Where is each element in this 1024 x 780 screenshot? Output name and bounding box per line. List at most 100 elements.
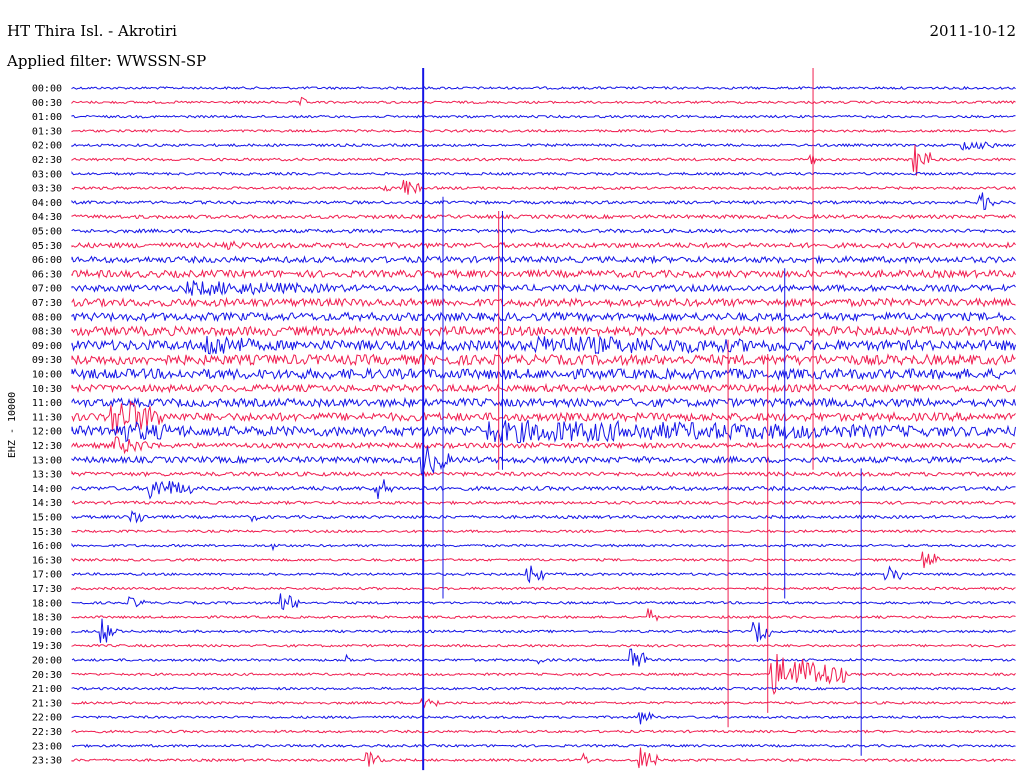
trace-row-0730 (71, 296, 1016, 309)
time-tick-label: 23:30 (32, 756, 62, 767)
time-tick-label: 20:30 (32, 670, 62, 681)
trace-row-1700 (71, 565, 1016, 584)
trace-row-1530 (71, 529, 1016, 534)
trace-row-1330 (71, 470, 1016, 478)
record-date: 2011-10-12 (930, 22, 1016, 40)
trace-row-0900 (71, 335, 1016, 355)
trace-row-1200 (71, 419, 1016, 444)
trace-row-0930 (71, 353, 1016, 367)
time-tick-label: 22:00 (32, 713, 62, 724)
time-tick-label: 08:30 (32, 327, 62, 338)
time-tick-label: 03:00 (32, 169, 62, 180)
time-tick-label: 19:00 (32, 627, 62, 638)
trace-row-2100 (71, 686, 1016, 691)
channel-label: EHZ - 10000 (7, 392, 18, 458)
trace-row-0000 (71, 85, 1016, 90)
trace-row-1430 (71, 500, 1016, 506)
trace-row-0600 (71, 254, 1016, 265)
time-tick-label: 11:30 (32, 412, 62, 423)
trace-row-2000 (71, 648, 1016, 667)
time-tick-label: 08:00 (32, 312, 62, 323)
time-tick-label: 11:00 (32, 398, 62, 409)
trace-row-1230 (71, 436, 1016, 455)
trace-row-1130 (71, 400, 1016, 434)
trace-row-0430 (71, 213, 1016, 220)
trace-row-2230 (71, 729, 1016, 734)
trace-row-0330 (71, 179, 1016, 195)
trace-row-0100 (71, 114, 1016, 119)
time-tick-label: 02:30 (32, 155, 62, 166)
time-tick-label: 02:00 (32, 141, 62, 152)
time-tick-label: 15:30 (32, 527, 62, 538)
time-tick-label: 16:30 (32, 555, 62, 566)
time-tick-label: 10:30 (32, 384, 62, 395)
time-tick-label: 16:00 (32, 541, 62, 552)
trace-row-0300 (71, 171, 1016, 176)
time-tick-label: 00:30 (32, 98, 62, 109)
time-tick-label: 22:30 (32, 727, 62, 738)
trace-row-0130 (71, 128, 1016, 133)
time-tick-label: 07:30 (32, 298, 62, 309)
trace-row-0230 (71, 144, 1016, 176)
trace-row-0530 (71, 240, 1016, 251)
trace-row-2200 (71, 711, 1016, 725)
time-tick-label: 19:30 (32, 641, 62, 652)
time-tick-label: 20:00 (32, 656, 62, 667)
seismic-traces (71, 85, 1016, 769)
time-tick-label: 18:30 (32, 613, 62, 624)
time-tick-label: 05:30 (32, 241, 62, 252)
time-tick-label: 01:30 (32, 126, 62, 137)
trace-row-1830 (71, 608, 1016, 622)
time-tick-label: 21:00 (32, 684, 62, 695)
trace-row-1800 (71, 593, 1016, 611)
trace-row-2030 (71, 653, 1016, 696)
trace-row-2300 (71, 743, 1016, 748)
trace-row-0030 (71, 96, 1016, 107)
trace-row-1030 (71, 382, 1016, 394)
time-tick-label: 06:30 (32, 269, 62, 280)
teleseismic-spikes (422, 68, 862, 771)
time-tick-label: 17:30 (32, 584, 62, 595)
station-title: HT Thira Isl. - Akrotiri (7, 22, 177, 40)
trace-row-1600 (71, 542, 1016, 552)
trace-row-1730 (71, 586, 1016, 591)
time-tick-label: 13:00 (32, 455, 62, 466)
time-tick-label: 17:00 (32, 570, 62, 581)
trace-row-1000 (71, 367, 1016, 381)
time-tick-label: 10:00 (32, 370, 62, 381)
time-tick-label: 23:00 (32, 741, 62, 752)
time-tick-label: 09:00 (32, 341, 62, 352)
time-tick-label: 13:30 (32, 470, 62, 481)
trace-row-0630 (71, 268, 1016, 280)
trace-row-1100 (71, 396, 1016, 409)
time-tick-label: 15:00 (32, 513, 62, 524)
trace-row-2130 (71, 697, 1016, 709)
trace-row-1630 (71, 551, 1016, 569)
time-tick-label: 07:00 (32, 284, 62, 295)
trace-row-1400 (71, 479, 1016, 500)
time-tick-label: 12:00 (32, 427, 62, 438)
trace-row-0400 (71, 192, 1016, 211)
trace-row-0700 (71, 280, 1016, 296)
time-tick-label: 14:00 (32, 484, 62, 495)
time-tick-label: 05:00 (32, 227, 62, 238)
time-tick-label: 18:00 (32, 598, 62, 609)
time-tick-label: 01:00 (32, 112, 62, 123)
trace-row-2330 (71, 747, 1016, 769)
time-tick-label: 14:30 (32, 498, 62, 509)
trace-row-1930 (71, 643, 1016, 648)
trace-row-0830 (71, 324, 1016, 338)
trace-row-1500 (71, 509, 1016, 524)
trace-row-1900 (71, 618, 1016, 643)
time-tick-label: 00:00 (32, 84, 62, 95)
time-tick-label: 03:30 (32, 184, 62, 195)
time-tick-label: 06:00 (32, 255, 62, 266)
trace-row-0800 (71, 311, 1016, 323)
trace-row-1300 (71, 446, 1016, 476)
filter-label: Applied filter: WWSSN-SP (6, 52, 206, 70)
time-tick-label: 09:30 (32, 355, 62, 366)
trace-row-0500 (71, 228, 1016, 234)
time-tick-label: 04:30 (32, 212, 62, 223)
time-tick-label: 21:30 (32, 698, 62, 709)
